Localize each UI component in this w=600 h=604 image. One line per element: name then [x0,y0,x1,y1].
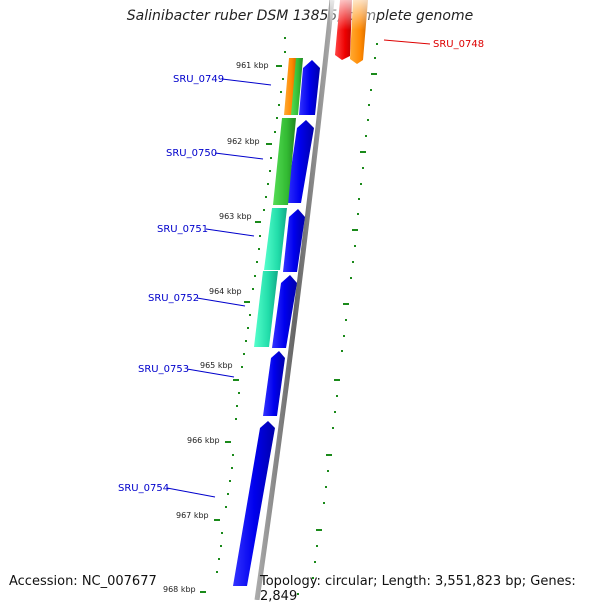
gene-sru0751-blue[interactable] [283,209,305,272]
gene-sru0749-blue[interactable] [299,60,320,115]
leader-sru0754 [166,487,216,498]
gene-sru0753-blue[interactable] [263,351,285,416]
gene-label-sru0752[interactable]: SRU_0752 [148,293,199,304]
kbp-label-968: 968 kbp [163,585,196,594]
leader-sru0749 [221,78,272,86]
gene-label-sru0751[interactable]: SRU_0751 [157,224,208,235]
kbp-label-966: 966 kbp [187,436,220,445]
gene-sru0749-orange[interactable] [284,58,297,115]
kbp-label-964: 964 kbp [209,287,242,296]
gene-label-sru0750[interactable]: SRU_0750 [166,148,217,159]
top-fade [330,0,375,30]
gene-sru0754-blue[interactable] [233,421,275,586]
gene-sru0750-blue[interactable] [286,120,314,203]
kbp-label-965: 965 kbp [200,361,233,370]
kbp-label-963: 963 kbp [219,212,252,221]
leader-sru0750 [214,152,264,160]
gene-label-sru0753[interactable]: SRU_0753 [138,364,189,375]
gene-sru0749-green[interactable] [291,58,303,115]
gene-label-sru0749[interactable]: SRU_0749 [173,74,224,85]
genome-title: Salinibacter ruber DSM 13855, complete g… [126,8,474,24]
right-tick-track [297,43,378,595]
kbp-label-962: 962 kbp [227,137,260,146]
leader-sru0748 [383,39,431,45]
gene-label-sru0748[interactable]: SRU_0748 [433,39,484,50]
gene-label-sru0754[interactable]: SRU_0754 [118,483,169,494]
gene-sru0752-blue[interactable] [272,275,297,348]
gene-sru0752-aqua[interactable] [254,271,278,347]
leader-sru0752 [196,297,246,307]
gene-sru0750-green[interactable] [273,118,296,205]
left-tick-track [216,37,286,573]
leader-sru0751 [205,228,255,237]
genome-backbone [254,0,335,600]
leader-sru0753 [186,368,235,378]
gene-sru0751-aqua[interactable] [264,208,287,270]
accession-text: Accession: NC_007677 [9,574,157,589]
kbp-major-ticks [200,65,282,593]
kbp-label-967: 967 kbp [176,511,209,520]
kbp-label-961: 961 kbp [236,61,269,70]
